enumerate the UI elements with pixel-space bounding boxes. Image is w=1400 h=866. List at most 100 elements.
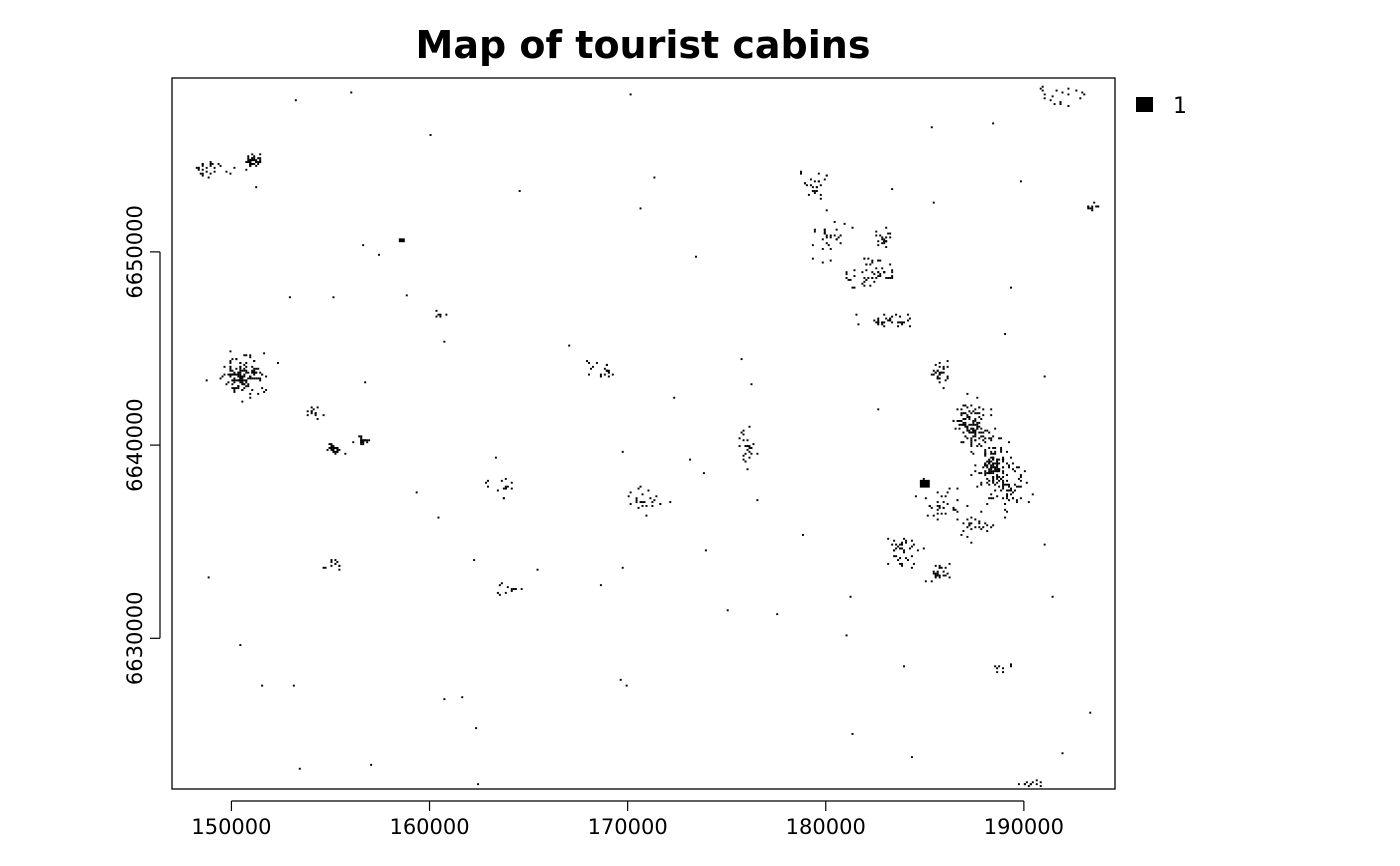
cabin-cell <box>1031 781 1034 784</box>
cabin-cell <box>439 313 442 316</box>
cabin-cell <box>253 155 256 158</box>
cabin-cell <box>746 448 749 451</box>
cabin-cell <box>1087 207 1090 210</box>
cabin-cell <box>435 315 438 318</box>
cabin-cell <box>251 153 254 156</box>
cabin-cell <box>1010 286 1012 289</box>
cabin-cell <box>829 248 832 250</box>
cabin-cell <box>621 566 624 569</box>
cabin-cell <box>875 267 878 270</box>
cabin-cell <box>978 526 981 529</box>
cabin-cell <box>980 472 983 475</box>
cabin-cell <box>334 450 337 453</box>
cabin-cell <box>1039 87 1042 90</box>
cabin-cell <box>599 373 602 376</box>
cabin-cell <box>619 678 622 681</box>
cabin-cell <box>883 242 886 245</box>
cabin-cell <box>603 373 606 376</box>
cabin-cell <box>265 389 268 391</box>
cabin-cell <box>992 476 995 478</box>
cabin-cell <box>336 448 339 451</box>
cabin-cell <box>233 373 236 376</box>
cabin-cell <box>1006 450 1009 453</box>
cabin-cell <box>974 412 977 415</box>
cabin-cell <box>235 387 238 390</box>
cabin-cell <box>966 504 969 507</box>
cabin-cell <box>1081 91 1084 94</box>
cabin-cell <box>199 172 202 175</box>
cabin-cell <box>948 576 951 579</box>
cabin-cell <box>801 533 804 536</box>
cabin-cell <box>506 485 509 488</box>
cabin-cell <box>988 470 991 473</box>
cabin-cell <box>439 315 442 318</box>
cabin-cell <box>972 435 975 438</box>
cabin-cell <box>744 445 747 448</box>
cabin-cell <box>992 470 995 473</box>
cabin-cell <box>1019 497 1022 500</box>
cabin-cell <box>231 379 234 382</box>
cabin-cell <box>972 429 975 432</box>
cabin-cell <box>746 445 749 448</box>
y-axis: 6630000 6640000 6650000 <box>123 205 161 685</box>
cabin-cell <box>869 284 872 287</box>
cabin-cell <box>845 273 848 276</box>
cabin-cell <box>994 452 997 455</box>
cabin-cell <box>1043 375 1046 378</box>
cabin-cell <box>986 481 989 484</box>
cabin-cell <box>978 431 981 434</box>
cabin-cell <box>948 487 951 490</box>
cabin-cell <box>243 387 246 390</box>
cabin-cell <box>990 460 993 463</box>
cabin-cell <box>912 543 915 546</box>
cabin-cell <box>936 504 939 507</box>
cabin-cell <box>974 423 977 426</box>
cabin-cell <box>251 159 254 162</box>
cabin-cell <box>867 277 870 279</box>
cabin-cell <box>249 164 252 167</box>
cabin-cell <box>245 385 248 388</box>
cabin-cell <box>637 487 640 490</box>
cabin-cell <box>982 431 985 434</box>
cabin-cell <box>233 379 236 382</box>
cabin-cell <box>1049 99 1052 102</box>
cabin-cell <box>887 319 890 322</box>
cabin-cell <box>255 377 258 380</box>
cabin-cell <box>899 315 902 318</box>
cabin-cell <box>960 412 963 415</box>
cabin-cell <box>277 362 279 364</box>
cabin-cell <box>249 375 252 378</box>
cabin-cell <box>978 443 981 446</box>
cabin-cell <box>1008 489 1010 492</box>
cabin-cell <box>229 375 232 378</box>
cabin-cell <box>1002 470 1005 473</box>
cabin-cell <box>976 412 979 415</box>
cabin-cell <box>899 562 902 565</box>
cabin-cell <box>988 431 991 434</box>
cabin-cell <box>314 414 317 417</box>
cabin-cell <box>946 503 949 505</box>
cabin-cell <box>498 593 501 596</box>
cabin-cell <box>330 443 333 446</box>
cabin-cell <box>970 522 973 525</box>
cabin-cell <box>334 559 337 562</box>
cabin-cell <box>837 236 840 239</box>
cabin-cell <box>978 520 981 523</box>
cabin-cell <box>905 557 907 560</box>
cabin-cell <box>883 313 886 316</box>
cabin-cell <box>255 161 258 164</box>
cabin-cell <box>936 572 939 575</box>
cabin-cell <box>249 161 252 164</box>
cabin-cell <box>938 506 941 509</box>
cabin-cell <box>364 439 367 442</box>
cabin-cell <box>865 269 868 272</box>
cabin-cell <box>930 580 933 583</box>
cabin-cell <box>994 483 997 486</box>
cabin-cell <box>853 275 856 277</box>
cabin-cell <box>588 362 591 364</box>
cabin-cell <box>1035 783 1038 786</box>
cabin-cell <box>1067 87 1070 90</box>
cabin-cell <box>1015 501 1018 504</box>
cabin-cell <box>883 321 886 324</box>
cabin-cell <box>863 280 866 283</box>
